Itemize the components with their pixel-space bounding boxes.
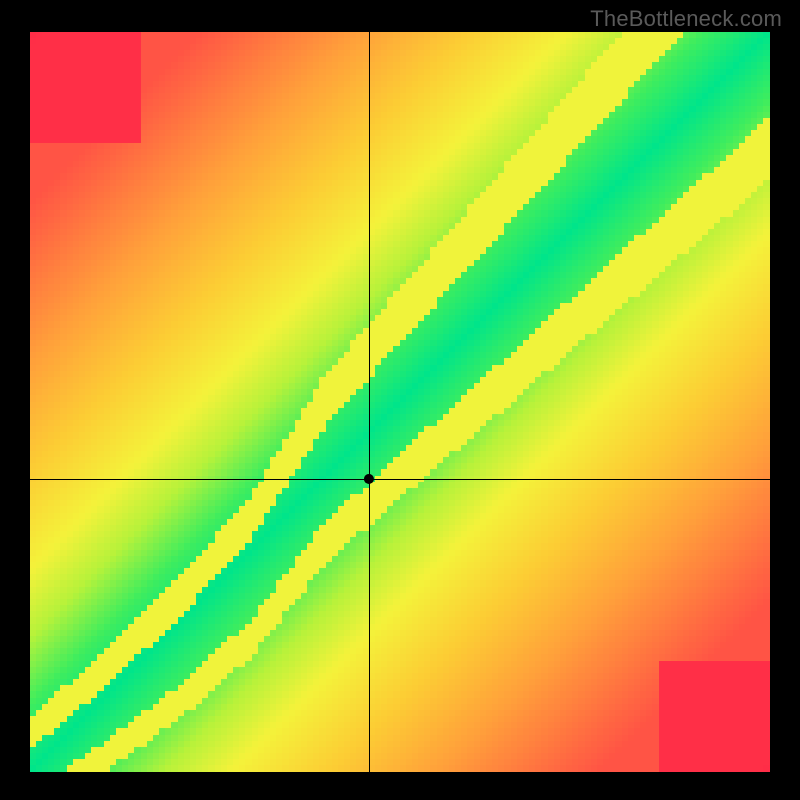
watermark-text: TheBottleneck.com (590, 6, 782, 32)
heatmap-canvas (30, 32, 770, 772)
bottleneck-heatmap (30, 32, 770, 772)
